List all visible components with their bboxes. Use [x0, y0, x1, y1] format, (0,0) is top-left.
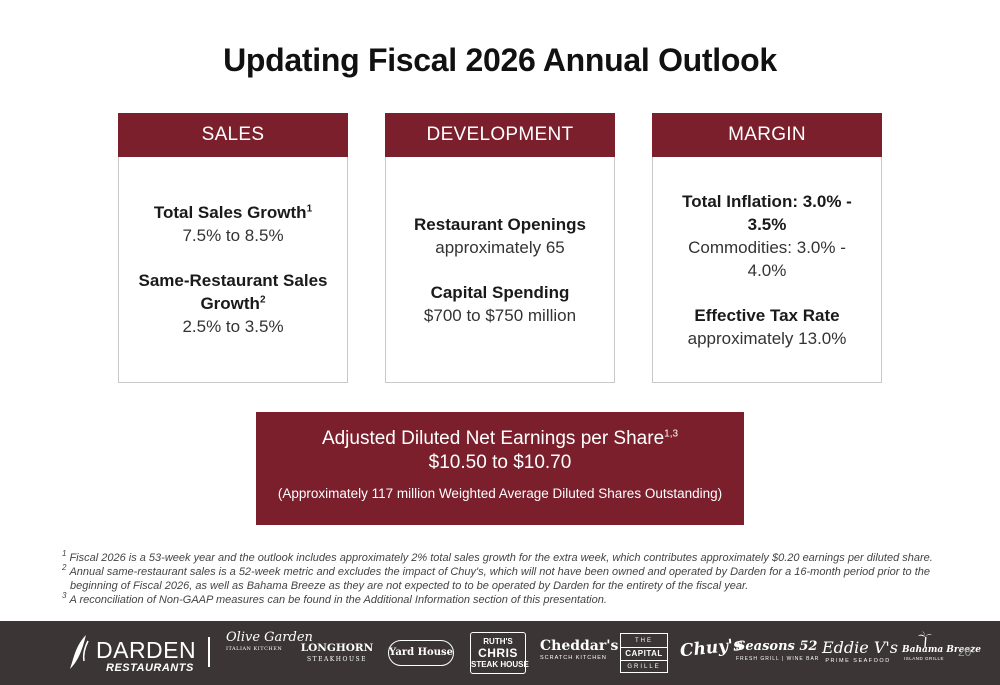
- capital-grille-logo: THE CAPITAL GRILLE: [620, 633, 668, 673]
- effective-tax-rate-value: approximately 13.0%: [687, 328, 847, 348]
- commodities-value: Commodities: 3.0% - 4.0%: [688, 237, 846, 280]
- bahama-breeze-logo: Bahama Breeze ISLAND GRILLE: [902, 631, 981, 663]
- darden-name: DARDEN: [96, 637, 197, 663]
- seasons-52-logo: Seasons 52 FRESH GRILL | WINE BAR: [736, 639, 820, 663]
- footer-brand-bar: DARDEN RESTAURANTS Olive Garden ITALIAN …: [0, 621, 1000, 685]
- darden-leaf-icon: [70, 635, 89, 669]
- eps-note: (Approximately 117 million Weighted Aver…: [277, 486, 723, 501]
- margin-card: MARGIN Total Inflation: 3.0% - 3.5% Comm…: [652, 113, 882, 383]
- total-sales-growth-label: Total Sales Growth1: [153, 203, 313, 222]
- restaurant-openings-value: approximately 65: [435, 237, 565, 257]
- page-title: Updating Fiscal 2026 Annual Outlook: [223, 42, 777, 78]
- longhorn-logo: LONGHORN STEAKHOUSE: [300, 642, 374, 664]
- capital-spending-label: Capital Spending: [430, 282, 570, 302]
- eps-label: Adjusted Diluted Net Earnings per Share1…: [321, 428, 679, 449]
- margin-card-body: Total Inflation: 3.0% - 3.5% Commodities…: [652, 157, 882, 383]
- yard-house-logo: Yard House: [388, 640, 454, 666]
- total-sales-growth-value: 7.5% to 8.5%: [182, 226, 284, 245]
- effective-tax-rate-label: Effective Tax Rate: [694, 305, 840, 325]
- development-card-body: Restaurant Openings approximately 65 Cap…: [385, 157, 615, 383]
- development-card: DEVELOPMENT Restaurant Openings approxim…: [385, 113, 615, 383]
- footnote-1: 1 Fiscal 2026 is a 53-week year and the o…: [62, 549, 933, 564]
- footnotes: 1 Fiscal 2026 is a 53-week year and the o…: [62, 549, 962, 607]
- cheddars-logo: Cheddar's SCRATCH KITCHEN: [540, 638, 619, 661]
- chuys-logo: Chuy's: [679, 634, 744, 662]
- margin-card-header: MARGIN: [652, 113, 882, 157]
- sales-card-body: Total Sales Growth1 7.5% to 8.5% Same-Re…: [118, 157, 348, 383]
- eps-value: $10.50 to $10.70: [428, 452, 572, 473]
- restaurant-openings-label: Restaurant Openings: [414, 214, 586, 234]
- ruths-chris-logo: RUTH'S CHRIS STEAK HOUSE: [470, 632, 529, 674]
- sales-card-header: SALES: [118, 113, 348, 157]
- total-inflation-label: Total Inflation: 3.0% - 3.5%: [682, 191, 852, 234]
- palm-tree-icon: [918, 631, 932, 647]
- development-card-header: DEVELOPMENT: [385, 113, 615, 157]
- olive-garden-logo: Olive Garden ITALIAN KITCHEN: [226, 630, 313, 652]
- same-restaurant-sales-label: Same-Restaurant Sales Growth2: [138, 271, 328, 313]
- same-restaurant-sales-value: 2.5% to 3.5%: [182, 317, 284, 336]
- page-number: 20: [958, 645, 972, 659]
- capital-spending-value: $700 to $750 million: [423, 305, 577, 325]
- darden-sub: RESTAURANTS: [106, 662, 194, 674]
- eps-box: Adjusted Diluted Net Earnings per Share1…: [256, 412, 744, 525]
- footnote-2: 2 Annual same-restaurant sales is a 52-we…: [62, 563, 931, 592]
- sales-card: SALES Total Sales Growth1 7.5% to 8.5% S…: [118, 113, 348, 383]
- footer-divider: [208, 637, 210, 667]
- eddie-vs-logo: Eddie V's PRIME SEAFOOD: [822, 638, 898, 665]
